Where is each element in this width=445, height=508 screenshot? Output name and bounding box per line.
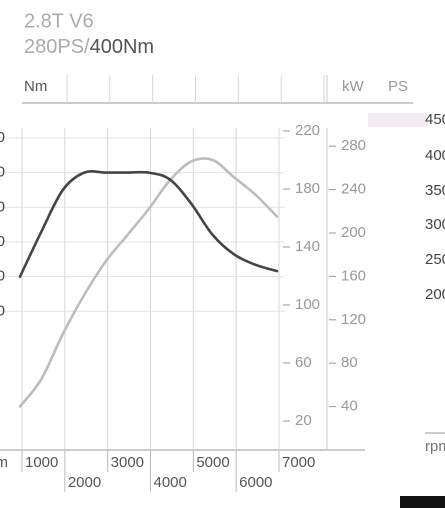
x-tick-label: 7000 bbox=[282, 454, 315, 471]
y2-tick-label: 60 bbox=[295, 354, 312, 371]
x-tick-label: 5000 bbox=[196, 454, 229, 471]
y3-tick-label: 160 bbox=[341, 267, 366, 284]
x-tick-label: 3000 bbox=[111, 454, 144, 471]
y3-tick-label: 240 bbox=[341, 181, 366, 198]
decoration bbox=[400, 496, 445, 508]
neighbor-label: 200 bbox=[425, 286, 445, 303]
y2-tick-label: 20 bbox=[295, 412, 312, 429]
y3-tick-label: 200 bbox=[341, 224, 366, 241]
neighbor-label: rpm bbox=[425, 438, 445, 455]
y-tick-label: 400 bbox=[0, 164, 5, 181]
chart-subtitle: 280PS/400Nm bbox=[24, 36, 154, 58]
y2-tick-label: 220 bbox=[295, 122, 320, 139]
neighbor-label: 350 bbox=[425, 182, 445, 199]
x-axis-label: rpm bbox=[0, 454, 8, 471]
y3-axis-label: PS bbox=[388, 78, 408, 95]
x-tick-label: 4000 bbox=[154, 474, 187, 491]
y3-tick-label: 40 bbox=[341, 398, 358, 415]
y-axis-label: Nm bbox=[24, 78, 47, 95]
y3-tick-label: 280 bbox=[341, 137, 366, 154]
y-tick-label: 200 bbox=[0, 302, 5, 319]
series-line bbox=[18, 157, 279, 408]
x-tick-label: 6000 bbox=[239, 474, 272, 491]
y-tick-label: 450 bbox=[0, 129, 5, 146]
x-tick-label: 2000 bbox=[68, 474, 101, 491]
y-tick-label: 350 bbox=[0, 198, 5, 215]
neighbor-label: 450 bbox=[425, 111, 445, 128]
torque-spec: 400Nm bbox=[90, 36, 154, 58]
decoration bbox=[368, 113, 428, 127]
series-line bbox=[18, 170, 279, 278]
y-tick-label: 250 bbox=[0, 268, 5, 285]
neighbor-label: 300 bbox=[425, 216, 445, 233]
y2-tick-label: 100 bbox=[295, 296, 320, 313]
neighbor-label: 400 bbox=[425, 147, 445, 164]
chart-title: 2.8T V6 bbox=[24, 10, 94, 32]
y3-tick-label: 80 bbox=[341, 354, 358, 371]
y2-axis-label: kW bbox=[342, 78, 365, 95]
y2-tick-label: 180 bbox=[295, 180, 320, 197]
y2-tick-label: 140 bbox=[295, 238, 320, 255]
x-tick-label: 1000 bbox=[25, 454, 58, 471]
neighbor-label: 250 bbox=[425, 251, 445, 268]
power-spec: 280PS/ bbox=[24, 36, 90, 58]
y3-tick-label: 120 bbox=[341, 311, 366, 328]
y-tick-label: 300 bbox=[0, 233, 5, 250]
